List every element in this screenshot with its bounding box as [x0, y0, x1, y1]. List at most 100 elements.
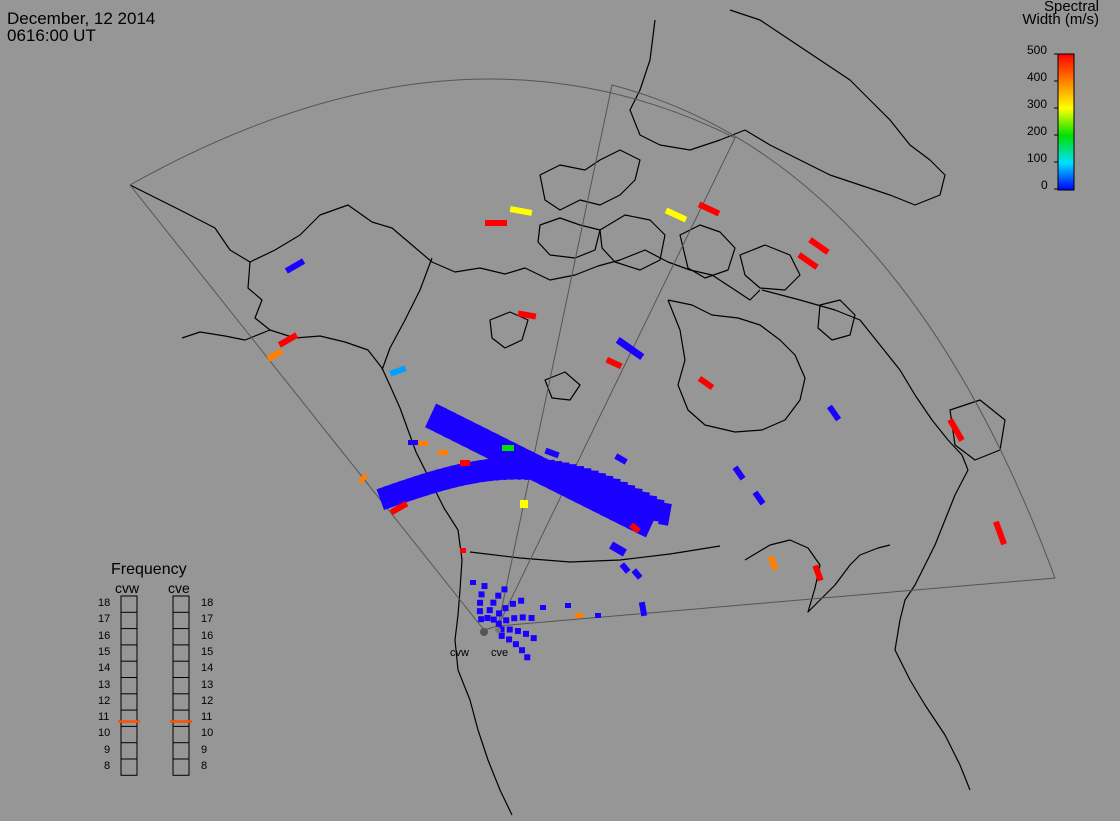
- backscatter-cell: [398, 478, 415, 503]
- backscatter-cell: [509, 600, 516, 607]
- coastline-segment: [457, 669, 513, 816]
- frequency-scale-label: 9: [201, 743, 208, 756]
- backscatter-cell: [506, 636, 513, 643]
- frequency-column: [120, 595, 138, 776]
- backscatter-cell: [614, 453, 628, 465]
- frequency-scale-label: 12: [98, 694, 111, 707]
- backscatter-cell: [477, 429, 500, 459]
- backscatter-cell: [767, 555, 779, 571]
- backscatter-cell: [521, 451, 544, 481]
- backscatter-cell: [732, 465, 746, 481]
- backscatter-cell: [433, 408, 456, 437]
- coastline-segment: [761, 289, 969, 471]
- colorbar-tick-label: 400: [1027, 70, 1048, 84]
- radar-sites: [480, 627, 501, 636]
- colorbar-bar: [1057, 53, 1075, 191]
- backscatter-cell: [408, 440, 418, 445]
- backscatter-cell: [519, 647, 526, 654]
- coastlines: [129, 9, 1006, 816]
- backscatter-cell: [468, 425, 491, 455]
- backscatter-cell: [495, 620, 502, 627]
- radar-site-marker-cvw: [480, 628, 488, 636]
- backscatter-cell: [512, 447, 535, 477]
- coastline-segment: [381, 257, 433, 371]
- backscatter-cell: [609, 541, 627, 557]
- backscatter-cell: [565, 473, 587, 503]
- frequency-scale-label: 15: [98, 645, 111, 658]
- colorbar-tick-label: 500: [1027, 43, 1048, 57]
- backscatter-cell: [638, 601, 648, 617]
- backscatter-cell: [503, 617, 510, 624]
- backscatter-cell: [490, 616, 497, 623]
- backscatter-cell: [520, 500, 528, 508]
- frequency-radar-label-cvw: cvw: [115, 580, 140, 596]
- backscatter-cell: [266, 348, 284, 362]
- backscatter-cell: [434, 467, 450, 492]
- backscatter-cell: [511, 615, 518, 622]
- frequency-scale-label: 13: [201, 678, 214, 691]
- coastline-segment: [599, 214, 666, 271]
- frequency-scale-label: 11: [201, 711, 213, 724]
- frequency-scale-label: 8: [201, 760, 208, 772]
- colorbar-tick-label: 100: [1027, 151, 1048, 165]
- backscatter-cell: [629, 522, 641, 534]
- backscatter-cell: [503, 443, 526, 472]
- backscatter-cell: [664, 207, 688, 223]
- backscatter-cell: [476, 608, 483, 615]
- backscatter-cell: [565, 603, 571, 608]
- backscatter-cell: [605, 356, 623, 370]
- backscatter-cell: [808, 237, 830, 255]
- backscatter-cell: [391, 481, 408, 506]
- backscatter-cell: [540, 605, 546, 610]
- coastline-segment: [469, 545, 721, 563]
- frequency-radar-label-cve: cve: [168, 580, 190, 596]
- colorbar-tick-label: 300: [1027, 97, 1048, 111]
- backscatter-cell: [697, 375, 715, 391]
- frequency-scale-label: 10: [201, 727, 214, 740]
- backscatter-cell: [993, 520, 1007, 546]
- backscatter-cell: [582, 482, 605, 512]
- frequency-column: [172, 595, 190, 776]
- time-label: 0616:00 UT: [7, 26, 96, 45]
- backscatter-cell: [405, 476, 422, 501]
- backscatter-cell: [544, 447, 560, 459]
- backscatter-cell: [547, 464, 570, 494]
- backscatter-cell: [478, 616, 485, 623]
- backscatter-layer: [266, 201, 1007, 661]
- backscatter-cell: [376, 485, 394, 511]
- frequency-scale-label: 13: [98, 678, 111, 691]
- backscatter-cell: [486, 607, 493, 614]
- backscatter-cell: [514, 628, 521, 635]
- frequency-scale-label: 11: [98, 711, 110, 724]
- backscatter-cell: [615, 337, 645, 360]
- coastline-segment: [629, 9, 946, 206]
- backscatter-cell: [490, 599, 497, 606]
- frequency-scale-label: 17: [201, 613, 214, 626]
- frequency-scale-label: 15: [201, 645, 214, 658]
- backscatter-cell: [438, 450, 448, 455]
- frequency-title: Frequency: [111, 561, 187, 578]
- backscatter-cell: [595, 613, 601, 618]
- backscatter-cell: [635, 508, 657, 538]
- backscatter-cell: [608, 495, 631, 525]
- frequency-scale-label: 16: [201, 629, 214, 642]
- fov-cvw: [129, 78, 736, 631]
- backscatter-cell: [530, 456, 552, 485]
- frequency-scale-label: 8: [104, 760, 111, 772]
- backscatter-cell: [478, 591, 485, 598]
- coastline-segment: [269, 329, 463, 671]
- backscatter-cell: [420, 471, 436, 496]
- backscatter-cell: [486, 434, 509, 463]
- backscatter-cell: [575, 613, 583, 618]
- colorbar-tick-label: 0: [1041, 178, 1048, 192]
- backscatter-cell: [460, 421, 482, 450]
- backscatter-cell: [658, 502, 672, 526]
- backscatter-cell: [556, 469, 579, 498]
- backscatter-cell: [506, 626, 513, 633]
- backscatter-cell: [947, 418, 965, 442]
- frequency-scale-label: 17: [98, 613, 111, 626]
- frequency-panel: [118, 595, 192, 776]
- backscatter-cell: [812, 564, 824, 582]
